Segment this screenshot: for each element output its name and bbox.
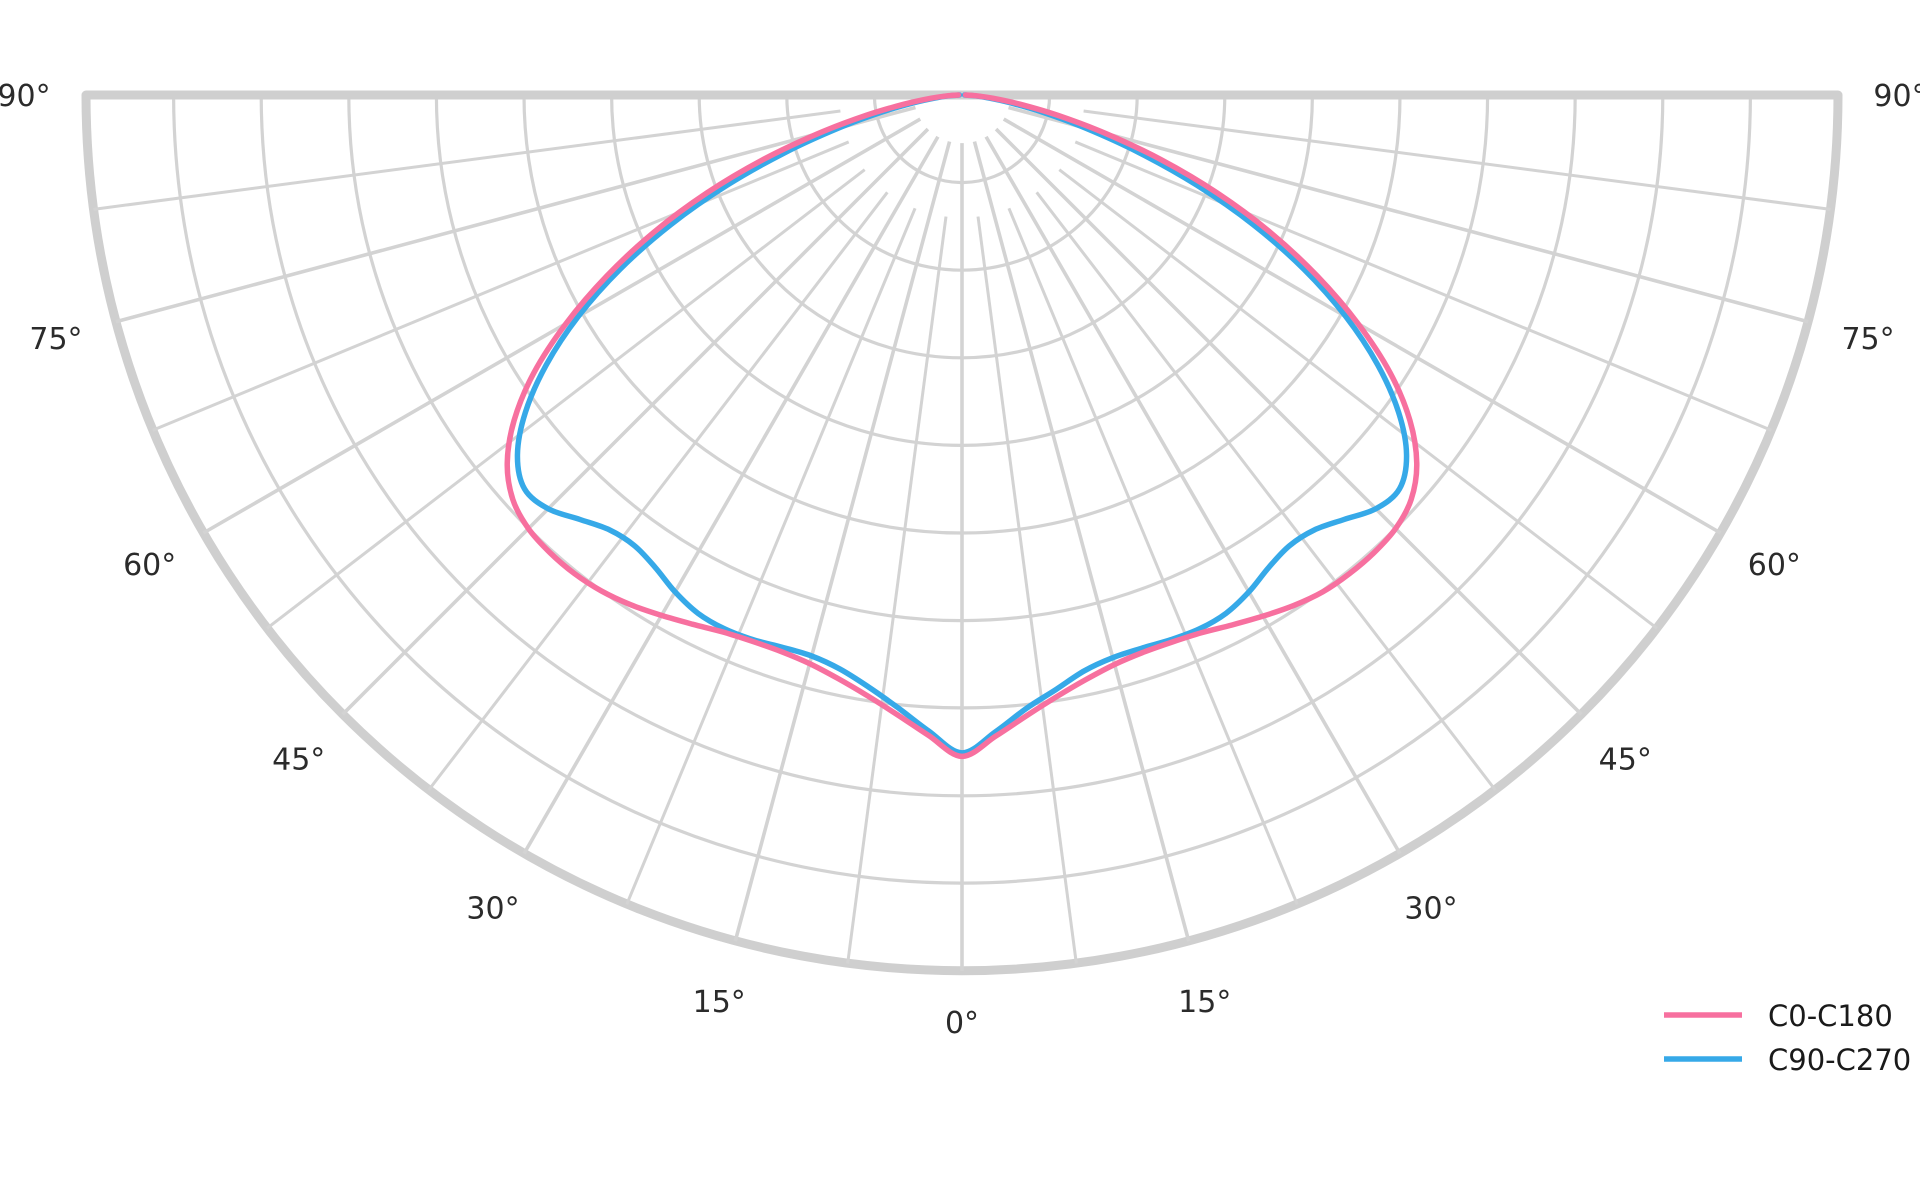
angle-label-60-right: 60°: [1748, 548, 1801, 583]
curve-c0-c180: [504, 92, 1420, 760]
angle-label-30-right: 30°: [1404, 891, 1457, 926]
grid-spoke: [1058, 168, 1658, 630]
grid-spoke: [625, 207, 917, 905]
legend-label-c90-c270[interactable]: C90-C270: [1768, 1043, 1911, 1077]
angle-label-60-left: 60°: [123, 548, 176, 583]
angle-label-90-right: 90°: [1873, 79, 1920, 114]
grid-spoke: [266, 168, 866, 630]
angle-label-45-right: 45°: [1599, 742, 1652, 777]
grid-spoke: [846, 216, 948, 964]
legend-label-c0-c180[interactable]: C0-C180: [1768, 999, 1893, 1033]
angle-tick-labels: 90° 75° 60° 45° 30° 15° 15° 30° 45° 60° 75° 90° 0°: [0, 79, 1920, 1041]
angle-label-75-right: 75°: [1841, 322, 1894, 357]
polar-curves: [504, 92, 1420, 760]
angle-label-15-right: 15°: [1178, 985, 1231, 1020]
curve-c90-c270: [514, 92, 1410, 756]
grid-spoke: [984, 135, 1402, 855]
grid-spoke: [1007, 207, 1299, 905]
grid-spoke: [994, 127, 1583, 716]
grid-spoke: [1074, 140, 1772, 432]
grid-spoke: [1083, 109, 1831, 211]
grid-spoke: [115, 105, 916, 324]
grid-spoke: [1008, 105, 1809, 324]
grid-spoke: [976, 216, 1078, 964]
grid-spoke: [427, 191, 889, 791]
grid-spoke: [93, 109, 841, 211]
chart-legend[interactable]: C0-C180 C90-C270: [1664, 999, 1911, 1077]
angle-label-30-left: 30°: [466, 891, 519, 926]
angle-label-15-left: 15°: [693, 985, 746, 1020]
angle-label-0: 0°: [945, 1006, 979, 1041]
grid-spoke: [1035, 191, 1497, 791]
polar-grid: [81, 90, 1843, 976]
grid-spoke: [733, 141, 952, 942]
angle-label-90-left: 90°: [0, 79, 51, 114]
grid-spoke: [152, 140, 850, 432]
grid-spoke: [972, 141, 1191, 942]
grid-spoke: [522, 135, 940, 855]
angle-label-45-left: 45°: [272, 742, 325, 777]
angle-label-75-left: 75°: [29, 322, 82, 357]
grid-spoke: [341, 127, 930, 716]
